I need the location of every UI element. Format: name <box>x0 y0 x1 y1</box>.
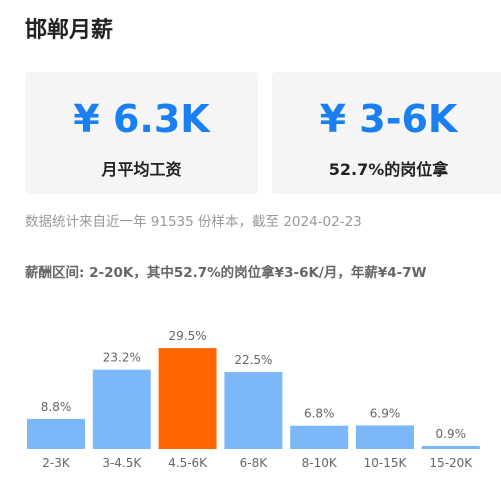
chart: 8.8% 2-3K 23.2% 3-4.5K 29.5% 4.5-6K 22.5% 6-8K 6… <box>27 330 480 470</box>
value-label: 6.8% <box>304 407 335 421</box>
x-tick-label: 2-3K <box>42 456 71 470</box>
x-tick-label: 15-20K <box>429 456 473 470</box>
value-label: 29.5% <box>169 330 207 343</box>
stat-card: ¥ 3-6K 52.7%的岗位拿 <box>272 72 501 194</box>
value-label: 6.9% <box>370 406 401 420</box>
x-tick-label: 10-15K <box>364 456 408 470</box>
x-tick-label: 8-10K <box>302 456 338 470</box>
bar <box>290 425 349 449</box>
x-tick-label: 4.5-6K <box>168 456 208 470</box>
bar <box>92 369 151 449</box>
stat-card: ¥ 6.3K 月平均工资 <box>25 72 258 194</box>
value-label: 23.2% <box>103 351 141 365</box>
card-label: 月平均工资 <box>101 160 182 179</box>
x-tick-label: 6-8K <box>240 456 269 470</box>
card-value: ¥ 3-6K <box>319 97 458 141</box>
x-tick-label: 3-4.5K <box>102 456 142 470</box>
bar <box>356 425 414 449</box>
bar <box>224 372 283 449</box>
bar <box>27 418 85 449</box>
card-label: 52.7%的岗位拿 <box>328 160 449 179</box>
bar <box>421 445 480 449</box>
page-title: 邯郸月薪 <box>25 18 114 43</box>
card-value: ¥ 6.3K <box>73 97 210 141</box>
sample-note: 数据统计来自近一年 91535 份样本，截至 2024-02-23 <box>25 214 362 230</box>
value-label: 8.8% <box>41 400 72 414</box>
value-label: 22.5% <box>234 353 272 367</box>
bar <box>158 348 217 449</box>
salary-summary: 薪酬区间: 2-20K，其中52.7%的岗位拿¥3-6K/月，年薪¥4-7W <box>25 265 427 281</box>
value-label: 0.9% <box>436 427 467 441</box>
